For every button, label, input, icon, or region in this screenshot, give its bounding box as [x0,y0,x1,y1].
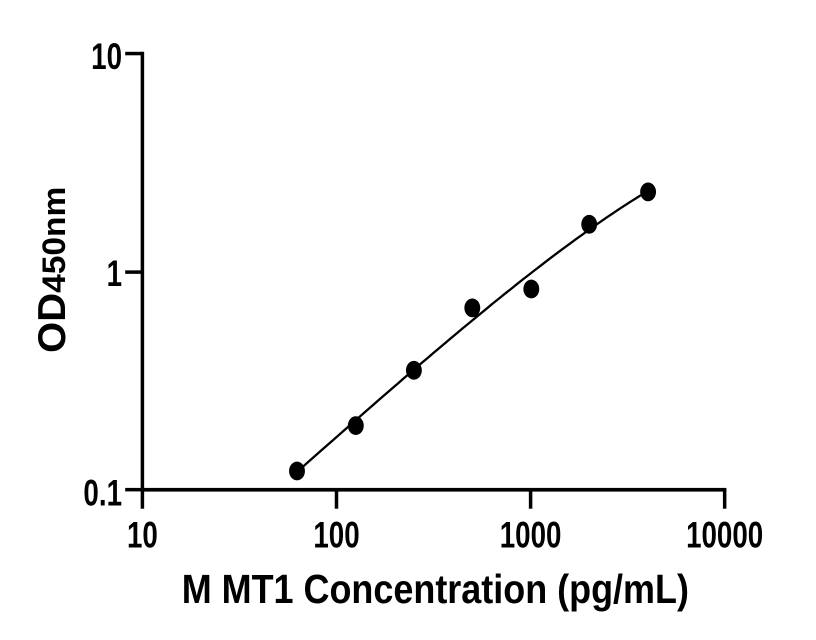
svg-text:10: 10 [127,513,158,555]
svg-text:1: 1 [107,252,122,294]
svg-text:100: 100 [313,513,359,555]
svg-text:0.1: 0.1 [83,471,122,513]
svg-text:10000: 10000 [686,513,763,555]
svg-text:M MT1 Concentration (pg/mL): M MT1 Concentration (pg/mL) [182,567,689,612]
svg-text:1000: 1000 [500,513,562,555]
svg-text:10: 10 [91,35,122,77]
svg-text:OD450nm: OD450nm [30,187,74,353]
